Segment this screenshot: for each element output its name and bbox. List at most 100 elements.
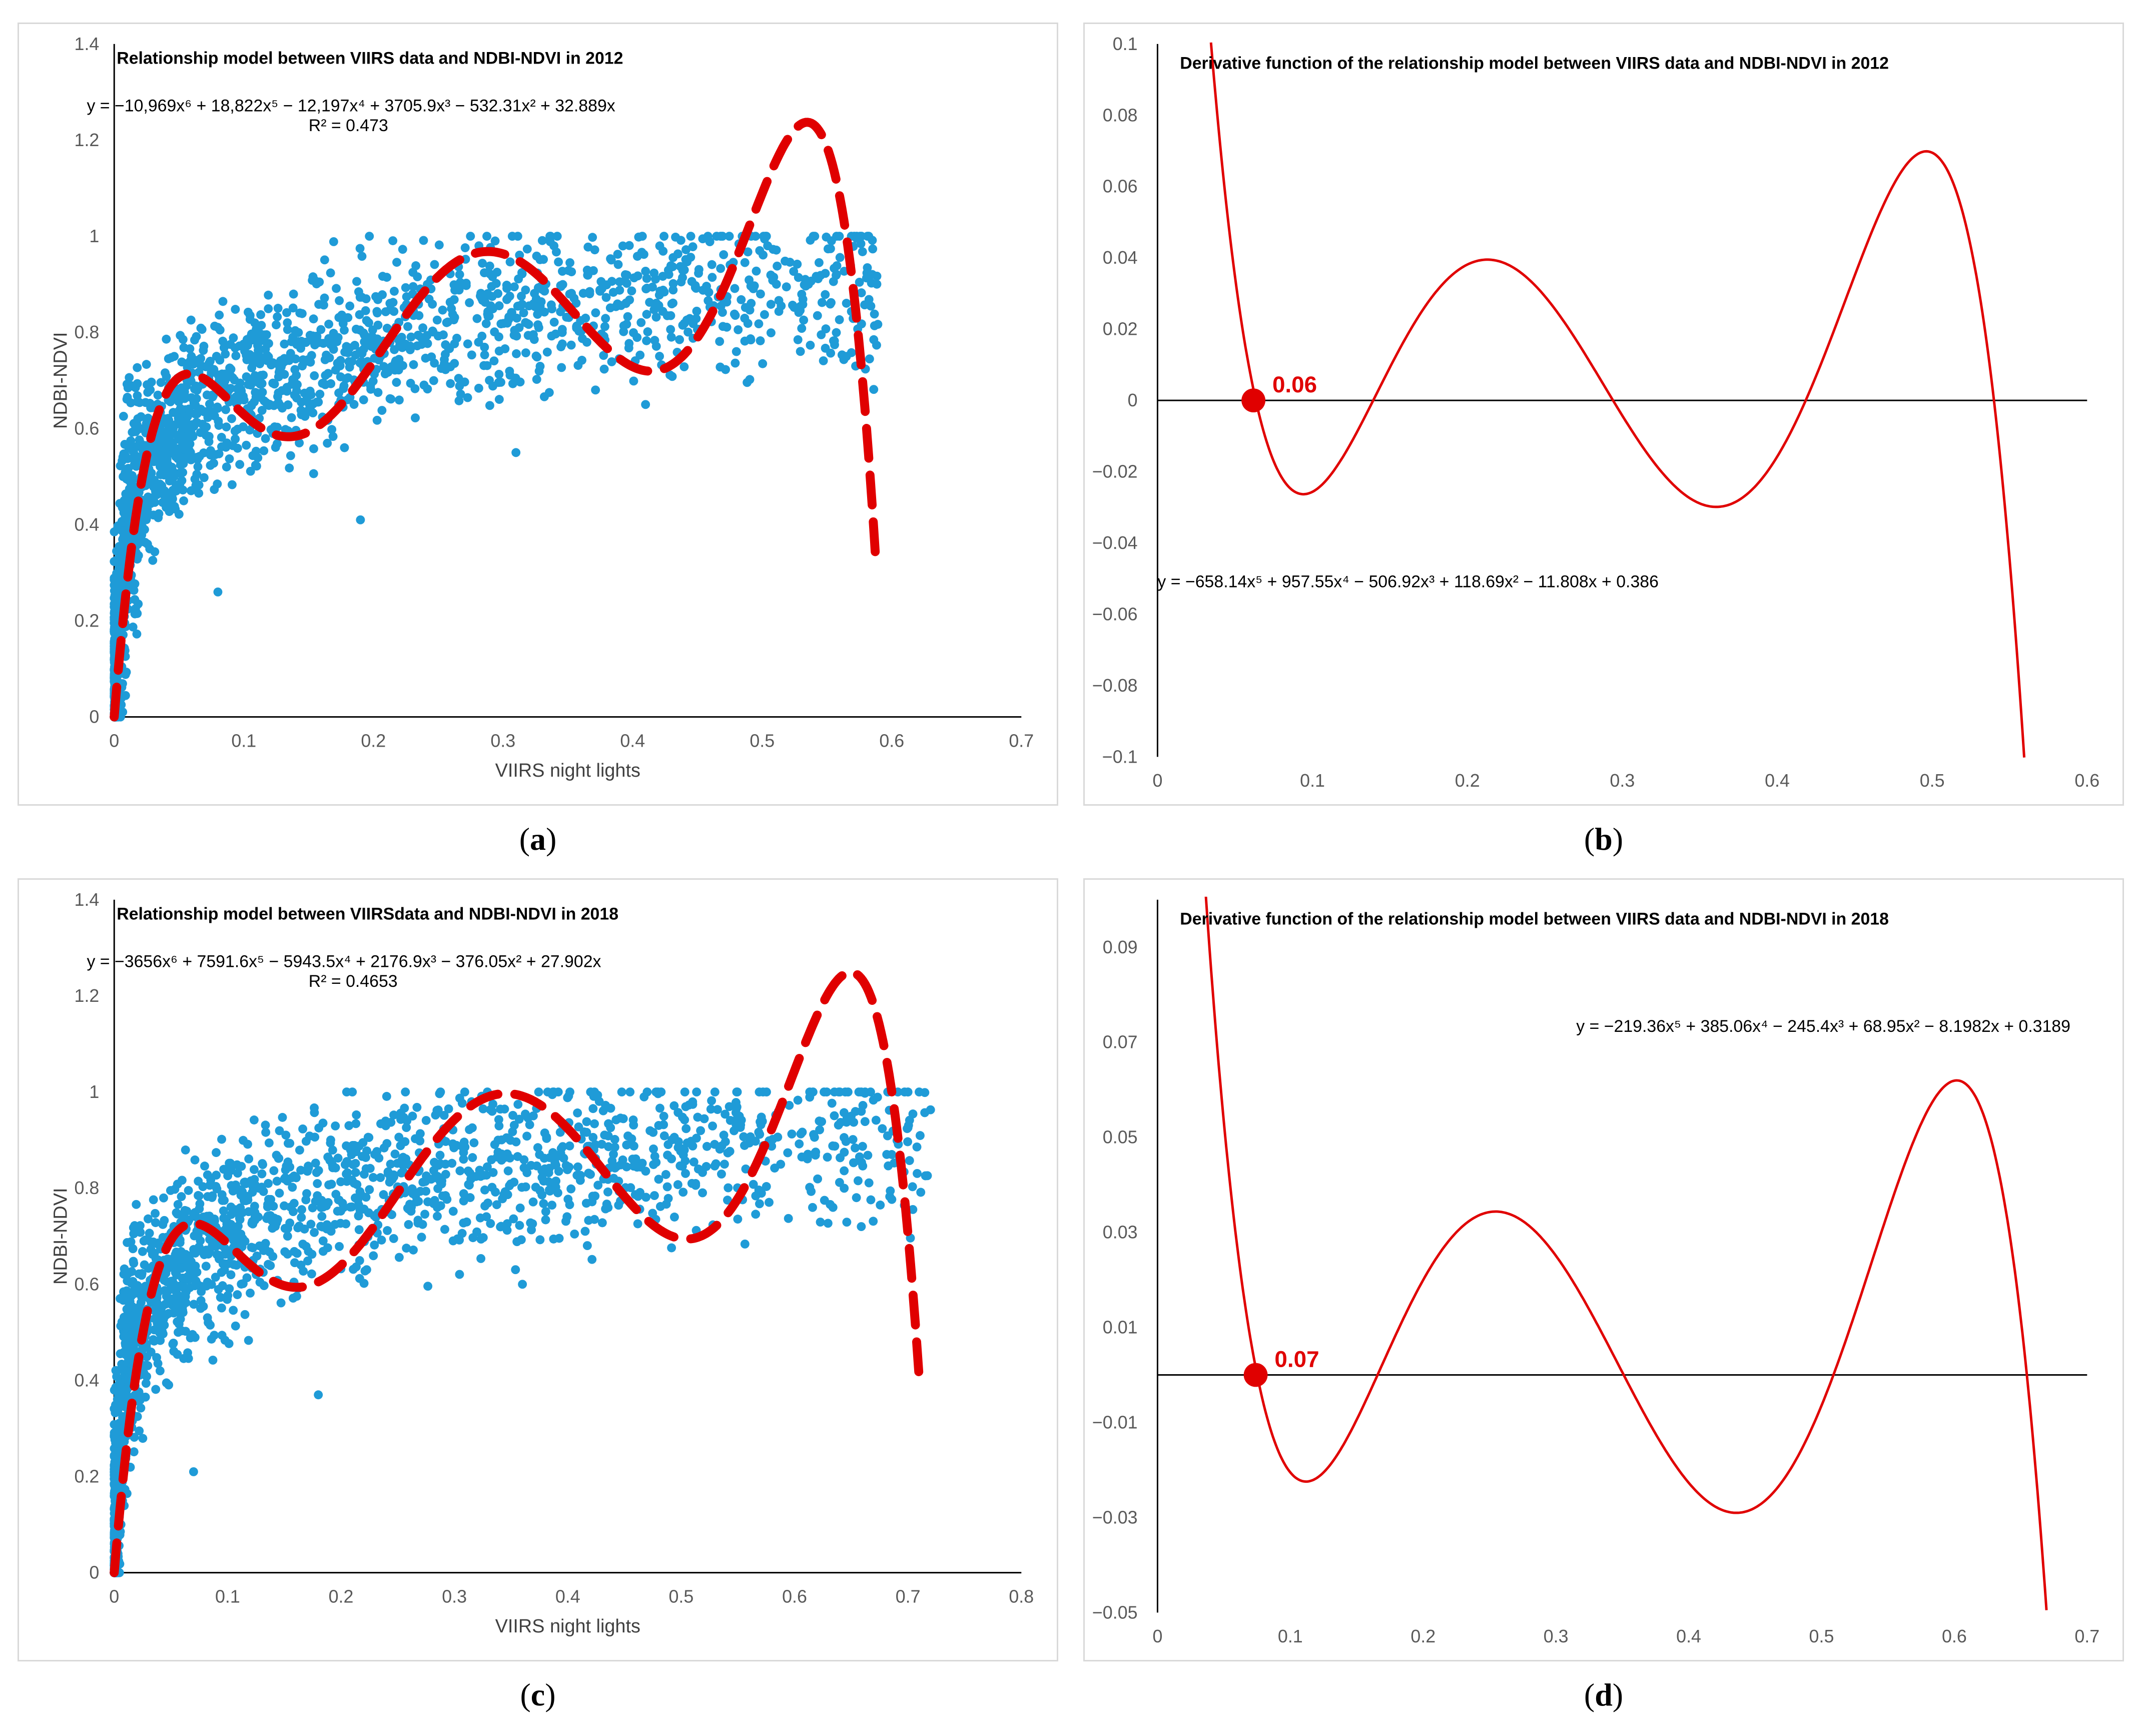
scatter-point <box>137 1269 147 1278</box>
scatter-point <box>813 311 822 320</box>
scatter-point <box>683 327 693 337</box>
scatter-point <box>141 1235 150 1245</box>
scatter-point <box>379 1190 388 1200</box>
scatter-point <box>280 339 289 349</box>
scatter-point <box>213 403 223 413</box>
scatter-point <box>678 1188 688 1197</box>
scatter-point <box>421 353 430 363</box>
scatter-point <box>198 1182 208 1192</box>
scatter-point <box>382 273 391 282</box>
scatter-point <box>628 1115 638 1124</box>
scatter-point <box>163 434 172 444</box>
scatter-point <box>310 1108 319 1117</box>
scatter-point <box>675 335 684 344</box>
scatter-point <box>115 1380 125 1389</box>
scatter-point <box>320 379 329 389</box>
scatter-point <box>667 1135 677 1144</box>
scatter-point <box>658 272 667 281</box>
scatter-point <box>497 1149 506 1159</box>
scatter-point <box>226 384 235 393</box>
scatter-point <box>547 1201 557 1210</box>
scatter-point <box>740 258 750 267</box>
scatter-point <box>865 354 874 364</box>
scatter-point <box>240 346 250 356</box>
scatter-point <box>835 1178 844 1187</box>
scatter-point <box>423 339 432 348</box>
scatter-point <box>625 1087 635 1097</box>
scatter-point <box>268 1252 278 1261</box>
scatter-point <box>762 1182 771 1191</box>
scatter-point <box>826 244 835 253</box>
scatter-point <box>867 278 876 288</box>
scatter-point <box>365 1164 375 1173</box>
scatter-point <box>785 1100 794 1110</box>
scatter-point <box>613 260 623 269</box>
scatter-point <box>176 331 185 340</box>
scatter-point <box>170 1185 180 1194</box>
scatter-point <box>330 1220 340 1229</box>
scatter-point <box>655 351 664 361</box>
x-tick-label: 0.6 <box>879 731 904 751</box>
scatter-point <box>274 372 283 382</box>
scatter-point <box>428 326 437 336</box>
scatter-point <box>505 366 514 376</box>
scatter-point <box>798 300 808 309</box>
scatter-point <box>239 422 248 431</box>
x-tick-label: 0.1 <box>231 731 256 751</box>
y-tick-label: 0.06 <box>1103 177 1138 197</box>
scatter-point <box>787 1129 797 1138</box>
scatter-point <box>578 334 587 343</box>
scatter-point <box>823 1152 832 1162</box>
scatter-point <box>222 422 231 432</box>
scatter-point <box>351 1168 360 1177</box>
scatter-point <box>226 1159 235 1168</box>
scatter-point <box>716 264 726 273</box>
scatter-point <box>215 325 225 335</box>
scatter-point <box>238 1208 247 1217</box>
scatter-point <box>263 1202 272 1212</box>
scatter-point <box>796 347 805 356</box>
scatter-point <box>418 323 428 333</box>
scatter-point <box>465 298 474 307</box>
scatter-point <box>637 248 646 257</box>
scatter-point <box>790 303 799 312</box>
scatter-point <box>272 1177 282 1186</box>
scatter-point <box>419 236 428 245</box>
scatter-point <box>130 455 139 464</box>
scatter-point <box>247 400 257 409</box>
scatter-point <box>354 1141 364 1151</box>
scatter-point <box>392 378 401 387</box>
scatter-point <box>887 1195 897 1204</box>
scatter-point <box>342 1141 351 1150</box>
scatter-point <box>926 1105 935 1114</box>
scatter-point <box>183 424 193 434</box>
scatter-point <box>123 1238 132 1247</box>
scatter-point <box>860 1117 870 1126</box>
scatter-point <box>654 1175 663 1184</box>
scatter-point <box>767 1141 777 1151</box>
scatter-point <box>642 336 651 345</box>
scatter-point <box>275 1126 284 1135</box>
scatter-point <box>156 470 166 479</box>
r-squared: R² = 0.473 <box>309 116 388 135</box>
scatter-point <box>521 285 530 295</box>
scatter-point <box>262 330 271 339</box>
scatter-point <box>617 1087 626 1097</box>
scatter-point <box>336 372 345 381</box>
scatter-point <box>635 350 645 360</box>
root-marker <box>1243 1363 1268 1387</box>
scatter-point <box>302 1189 311 1199</box>
scatter-point <box>758 359 768 368</box>
scatter-point <box>159 489 168 499</box>
scatter-point <box>181 1145 190 1154</box>
scatter-point <box>913 1169 922 1178</box>
scatter-point <box>693 1112 702 1122</box>
scatter-point <box>309 444 318 453</box>
scatter-point <box>440 359 449 368</box>
scatter-point <box>754 1127 764 1137</box>
scatter-point <box>389 1110 398 1120</box>
scatter-point <box>269 1166 279 1176</box>
scatter-point <box>189 398 199 408</box>
scatter-point <box>659 1131 669 1140</box>
scatter-point <box>313 1179 322 1189</box>
